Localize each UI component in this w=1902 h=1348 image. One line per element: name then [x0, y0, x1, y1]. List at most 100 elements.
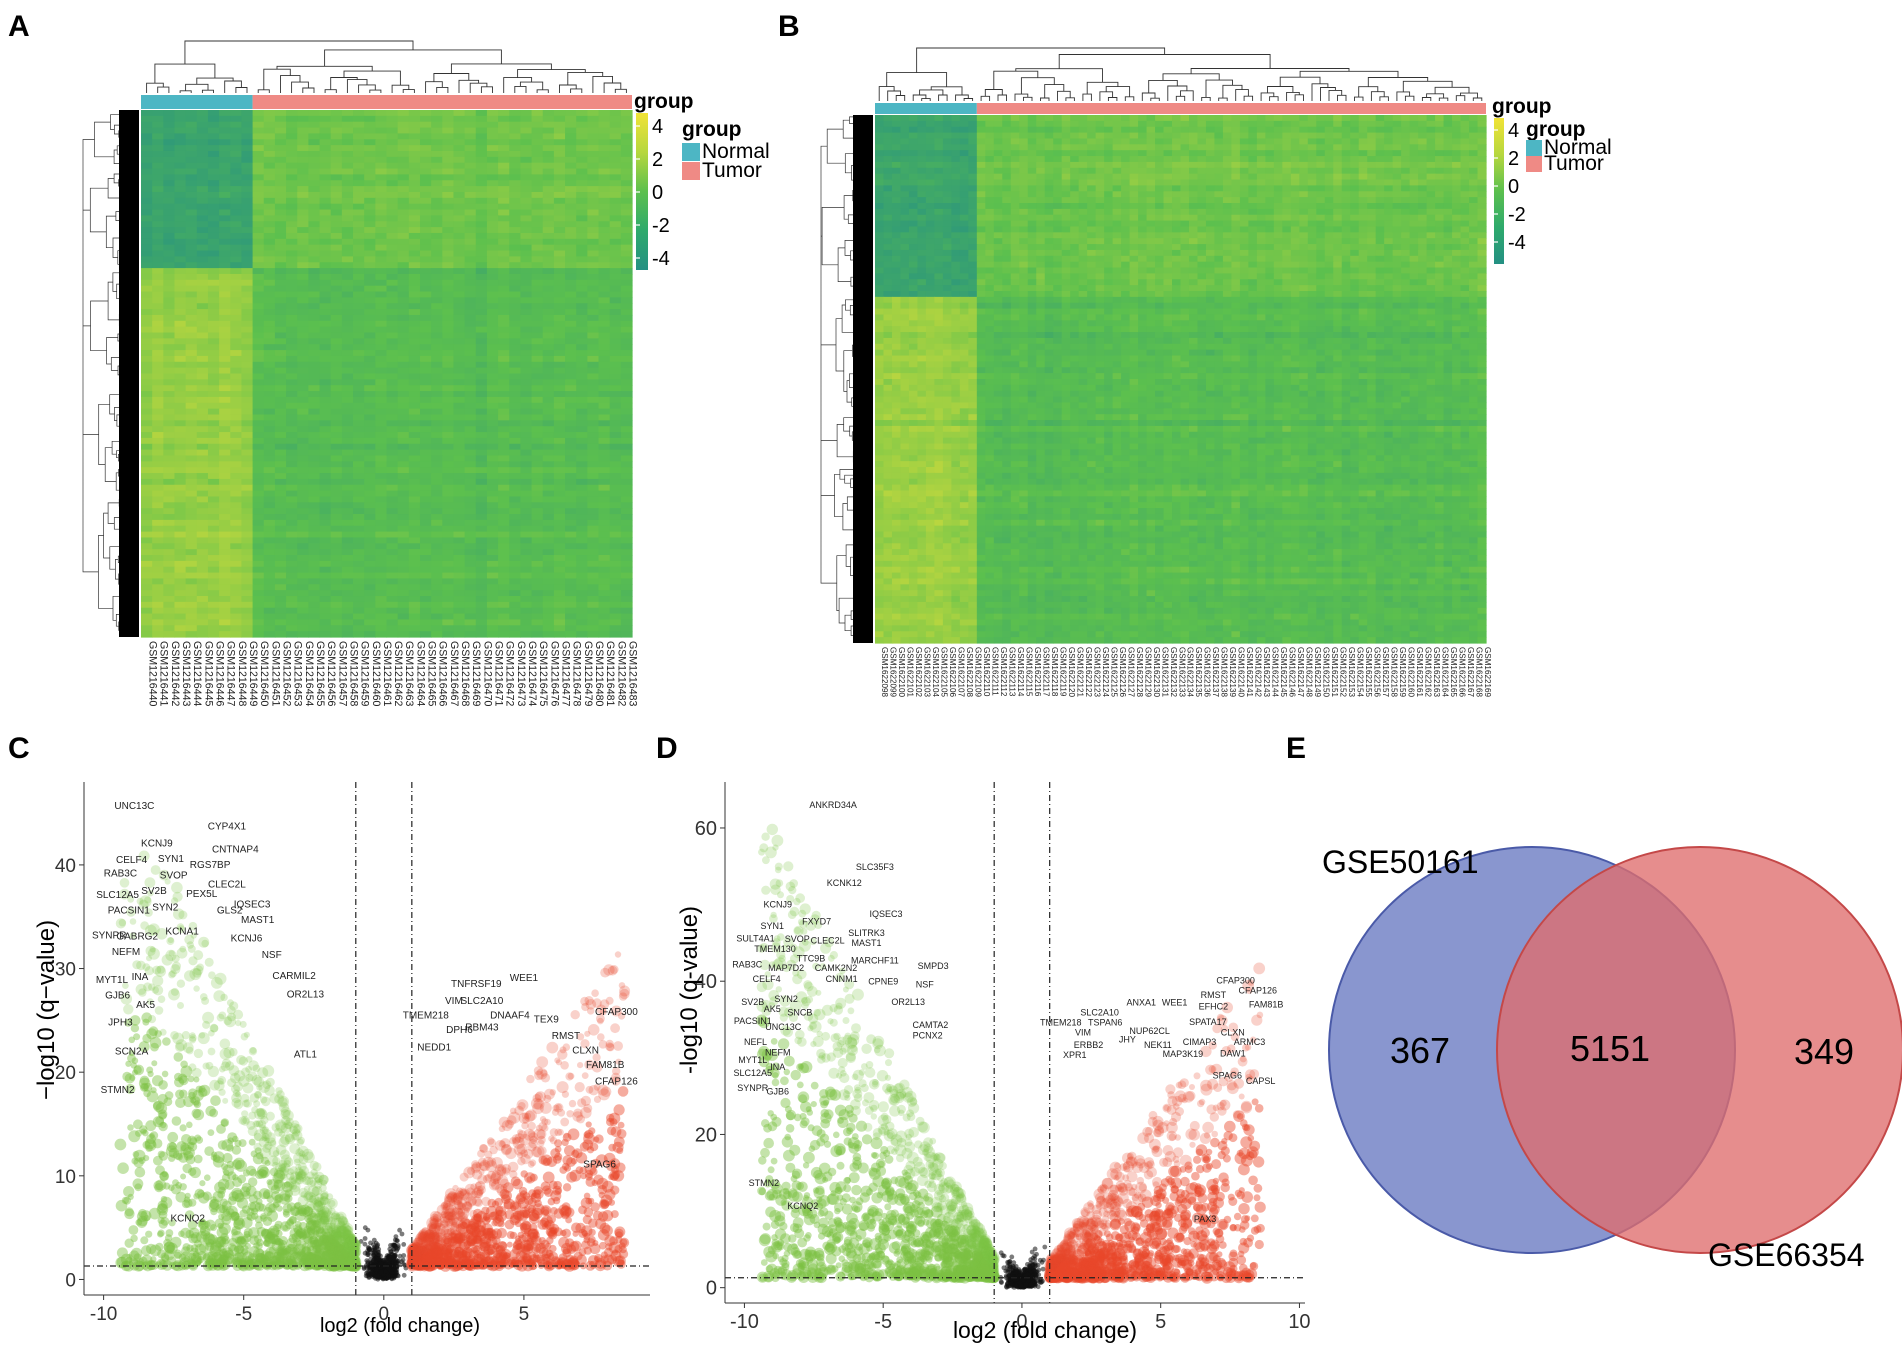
heatmap-cell	[375, 490, 388, 498]
heatmap-cell	[486, 279, 499, 287]
heatmap-cell	[553, 414, 566, 421]
heatmap-cell	[252, 162, 265, 170]
heatmap-cell	[353, 355, 365, 363]
heatmap-cell	[475, 496, 488, 503]
heatmap-cell	[598, 449, 611, 457]
heatmap-cell	[553, 572, 566, 580]
heatmap-cell	[408, 309, 421, 316]
heatmap-cell	[341, 256, 354, 263]
heatmap-cell	[364, 244, 376, 252]
sample-label: GSM1216454	[303, 641, 315, 706]
heatmap-cell	[252, 490, 265, 498]
heatmap-cell	[475, 525, 488, 533]
heatmap-cell	[330, 373, 343, 380]
heatmap-cell	[1002, 138, 1012, 145]
heatmap-cell	[576, 197, 588, 205]
heatmap-cell	[196, 156, 209, 164]
heatmap-cell	[163, 508, 176, 515]
heatmap-cell	[486, 227, 499, 234]
heatmap-cell	[408, 326, 421, 334]
heatmap-cell	[241, 379, 254, 386]
heatmap-cell	[330, 168, 343, 176]
heatmap-cell	[185, 250, 198, 257]
heatmap-cell	[341, 467, 354, 474]
heatmap-cell	[1384, 156, 1394, 163]
heatmap-cell	[498, 449, 510, 457]
heatmap-cell	[274, 168, 287, 176]
heatmap-cell	[1010, 173, 1020, 181]
heatmap-cell	[230, 613, 243, 621]
panel-label-a: A	[8, 10, 30, 43]
sample-label: GSM1216445	[202, 641, 214, 706]
heatmap-cell	[520, 145, 533, 152]
heatmap-cell	[386, 496, 399, 503]
heatmap-cell	[364, 320, 376, 328]
heatmap-cell	[1316, 173, 1326, 181]
heatmap-cell	[364, 162, 376, 170]
heatmap-cell	[598, 478, 611, 486]
heatmap-cell	[620, 396, 633, 404]
heatmap-cell	[252, 344, 265, 351]
heatmap-cell	[565, 309, 577, 316]
heatmap-cell	[587, 215, 600, 222]
heatmap-cell	[464, 332, 477, 339]
heatmap-cell	[308, 150, 321, 158]
heatmap-cell	[1155, 138, 1165, 145]
heatmap-cell	[353, 566, 365, 574]
heatmap-cell	[1392, 150, 1402, 157]
heatmap-cell	[263, 467, 276, 474]
heatmap-cell	[263, 396, 276, 404]
heatmap-cell	[163, 156, 176, 164]
heatmap-cell	[1222, 150, 1233, 157]
heatmap-cell	[531, 309, 544, 316]
heatmap-cell	[141, 396, 153, 404]
heatmap-cell	[464, 303, 477, 310]
heatmap-cell	[576, 279, 588, 287]
heatmap-cell	[531, 203, 544, 211]
heatmap-cell	[542, 461, 555, 468]
heatmap-cell	[174, 414, 187, 421]
heatmap-cell	[1002, 150, 1012, 157]
heatmap-cell	[565, 303, 577, 310]
heatmap-cell	[520, 437, 533, 445]
heatmap-cell	[408, 244, 421, 252]
heatmap-cell	[419, 320, 432, 328]
heatmap-cell	[875, 144, 885, 151]
heatmap-cell	[576, 297, 588, 304]
heatmap-cell	[598, 162, 611, 170]
heatmap-cell	[976, 191, 986, 198]
heatmap-cell	[875, 179, 885, 186]
heatmap-cell	[364, 262, 376, 269]
heatmap-cell	[959, 167, 969, 175]
heatmap-cell	[942, 167, 952, 175]
heatmap-cell	[553, 367, 566, 375]
heatmap-cell	[1282, 115, 1292, 122]
heatmap-cell	[587, 150, 600, 158]
heatmap-cell	[174, 110, 187, 117]
heatmap-cell	[875, 185, 885, 192]
heatmap-cell	[498, 490, 510, 498]
heatmap-cell	[565, 473, 577, 480]
heatmap-cell	[587, 139, 600, 146]
heatmap-cell	[1061, 126, 1071, 134]
heatmap-cell	[464, 519, 477, 527]
heatmap-cell	[531, 373, 544, 380]
heatmap-cell	[375, 215, 388, 222]
heatmap-cell	[364, 607, 376, 615]
heatmap-cell	[408, 209, 421, 216]
heatmap-cell	[509, 385, 522, 392]
heatmap-cell	[553, 180, 566, 187]
heatmap-cell	[587, 560, 600, 568]
heatmap-cell	[196, 320, 209, 328]
heatmap-cell	[319, 262, 332, 269]
heatmap-cell	[174, 273, 187, 281]
heatmap-cell	[319, 350, 332, 357]
heatmap-cell	[196, 584, 209, 591]
heatmap-cell	[353, 110, 365, 117]
heatmap-cell	[464, 631, 477, 638]
heatmap-cell	[152, 209, 164, 216]
heatmap-cell	[875, 132, 885, 140]
legend-label-normal: Normal	[702, 140, 770, 163]
heatmap-cell	[219, 502, 231, 509]
heatmap-cell	[542, 344, 555, 351]
